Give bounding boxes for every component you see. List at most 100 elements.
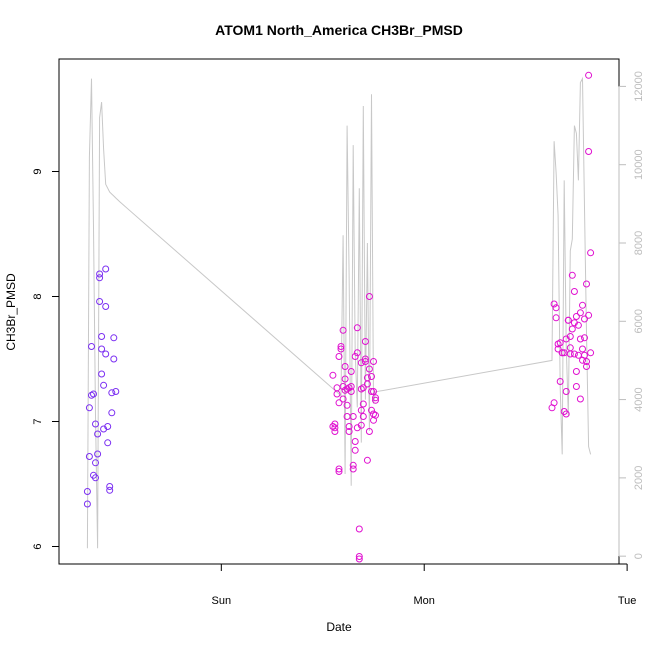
data-point (365, 293, 373, 300)
data-point (372, 396, 379, 404)
data-point (90, 390, 97, 398)
data-point (574, 351, 582, 359)
x-tick-label: Mon (414, 595, 435, 607)
data-point (351, 438, 359, 445)
data-point (331, 424, 339, 432)
data-point (368, 406, 375, 414)
data-point (572, 368, 580, 375)
data-point (353, 324, 361, 332)
data-point (368, 388, 375, 395)
data-point (587, 249, 595, 257)
data-point (349, 413, 357, 420)
data-point (337, 343, 345, 350)
data-point (351, 446, 359, 454)
data-point (357, 359, 365, 367)
data-point (83, 488, 91, 495)
x-axis-title: Date (326, 620, 352, 634)
data-point (335, 465, 343, 473)
data-point (333, 384, 341, 392)
data-point (550, 399, 558, 407)
data-point (94, 430, 102, 438)
data-point (108, 409, 116, 417)
data-point (345, 428, 353, 435)
data-point (576, 309, 584, 317)
data-point (581, 351, 588, 359)
data-point (574, 321, 582, 329)
data-point (570, 288, 578, 295)
data-point (108, 389, 116, 397)
data-point (104, 423, 112, 430)
data-point (568, 271, 576, 279)
data-point (88, 343, 95, 350)
data-point (370, 410, 377, 418)
data-point (583, 280, 590, 288)
data-point (102, 350, 110, 358)
data-point (568, 325, 576, 333)
data-point (579, 301, 586, 309)
data-point (361, 355, 369, 363)
data-point (96, 270, 104, 278)
data-point (363, 456, 371, 464)
data-point (83, 500, 91, 508)
data-point (347, 383, 355, 390)
data-point (335, 399, 343, 407)
data-point (337, 345, 345, 353)
data-point (349, 465, 357, 473)
data-point (359, 384, 367, 392)
data-point (359, 413, 367, 420)
data-point (94, 450, 102, 458)
data-point (585, 311, 593, 319)
data-point (585, 148, 593, 155)
y2-tick-label: 12000 (633, 71, 645, 102)
y2-tick-label: 2000 (633, 466, 645, 490)
data-point (372, 394, 379, 402)
data-point (335, 353, 343, 360)
data-point (343, 401, 351, 409)
data-point (566, 344, 574, 352)
data-point (558, 349, 566, 357)
data-point (339, 395, 347, 403)
data-point (585, 71, 593, 79)
y2-tick-label: 4000 (633, 387, 645, 411)
data-point (576, 335, 584, 343)
data-point (361, 358, 369, 365)
data-point (581, 315, 588, 323)
data-point (357, 406, 365, 414)
data-point (556, 378, 564, 385)
data-point (355, 525, 363, 533)
data-point (92, 459, 99, 467)
data-point (106, 486, 114, 494)
data-point (583, 358, 590, 365)
data-point (100, 381, 108, 389)
data-point (329, 371, 337, 379)
x-tick-label: Tue (618, 595, 637, 607)
y-tick-label: 6 (32, 543, 44, 549)
data-point (370, 358, 377, 365)
data-point (562, 410, 570, 418)
data-point (372, 411, 379, 419)
data-point (110, 334, 118, 342)
data-point (562, 388, 570, 395)
y-axis-left: 6 7 8 9 (32, 168, 60, 550)
data-point (85, 404, 93, 412)
data-point (552, 314, 560, 322)
data-point (92, 420, 99, 428)
data-point (554, 345, 562, 353)
data-point (587, 349, 595, 357)
data-point (365, 428, 373, 435)
data-point (331, 428, 339, 435)
y2-tick-label: 6000 (633, 309, 645, 333)
data-point (583, 363, 590, 370)
data-point (98, 345, 106, 353)
plot-frame (58, 58, 620, 565)
data-point (556, 339, 564, 347)
y-tick-label: 9 (32, 168, 44, 174)
data-point (570, 350, 578, 358)
secondary-line (86, 76, 592, 549)
y-tick-label: 8 (32, 293, 44, 299)
data-point (550, 300, 558, 308)
data-point (345, 423, 353, 430)
points-series (83, 71, 595, 563)
data-point (347, 368, 355, 375)
